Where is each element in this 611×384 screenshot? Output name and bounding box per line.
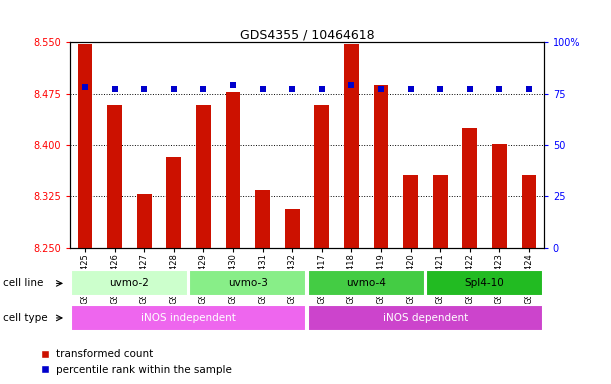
Bar (285, 209, 299, 248)
Point (199, 86, 208, 93)
Bar (137, 194, 152, 248)
Bar (426, 270, 543, 296)
Text: iNOS independent: iNOS independent (141, 313, 236, 323)
Point (435, 86, 445, 93)
Point (406, 86, 415, 93)
Title: GDS4355 / 10464618: GDS4355 / 10464618 (240, 28, 375, 41)
Text: cell line: cell line (3, 278, 43, 288)
Bar (403, 175, 418, 248)
Point (228, 82, 238, 88)
Bar (315, 105, 329, 248)
Bar (225, 91, 241, 248)
Bar (108, 105, 122, 248)
Point (346, 82, 356, 88)
Bar (189, 270, 307, 296)
Bar (492, 144, 507, 248)
Point (169, 86, 179, 93)
Point (80, 84, 90, 91)
Point (110, 86, 120, 93)
Text: cell type: cell type (3, 313, 48, 323)
Bar (71, 270, 188, 296)
Bar (166, 157, 181, 248)
Bar (522, 175, 536, 248)
Point (139, 86, 149, 93)
Point (465, 86, 475, 93)
Point (494, 86, 504, 93)
Point (287, 86, 297, 93)
Bar (463, 128, 477, 248)
Bar (196, 105, 211, 248)
Text: uvmo-4: uvmo-4 (346, 278, 386, 288)
Bar (255, 190, 270, 248)
Bar (373, 85, 389, 248)
Bar (307, 305, 543, 331)
Point (317, 86, 327, 93)
Text: uvmo-2: uvmo-2 (109, 278, 150, 288)
Bar (78, 44, 92, 248)
Point (524, 86, 534, 93)
Text: iNOS dependent: iNOS dependent (382, 313, 468, 323)
Bar (433, 175, 448, 248)
Bar (344, 44, 359, 248)
Bar (71, 305, 307, 331)
Text: uvmo-3: uvmo-3 (228, 278, 268, 288)
Text: Spl4-10: Spl4-10 (465, 278, 505, 288)
Point (258, 86, 268, 93)
Legend: transformed count, percentile rank within the sample: transformed count, percentile rank withi… (36, 345, 236, 379)
Bar (307, 270, 425, 296)
Point (376, 86, 386, 93)
